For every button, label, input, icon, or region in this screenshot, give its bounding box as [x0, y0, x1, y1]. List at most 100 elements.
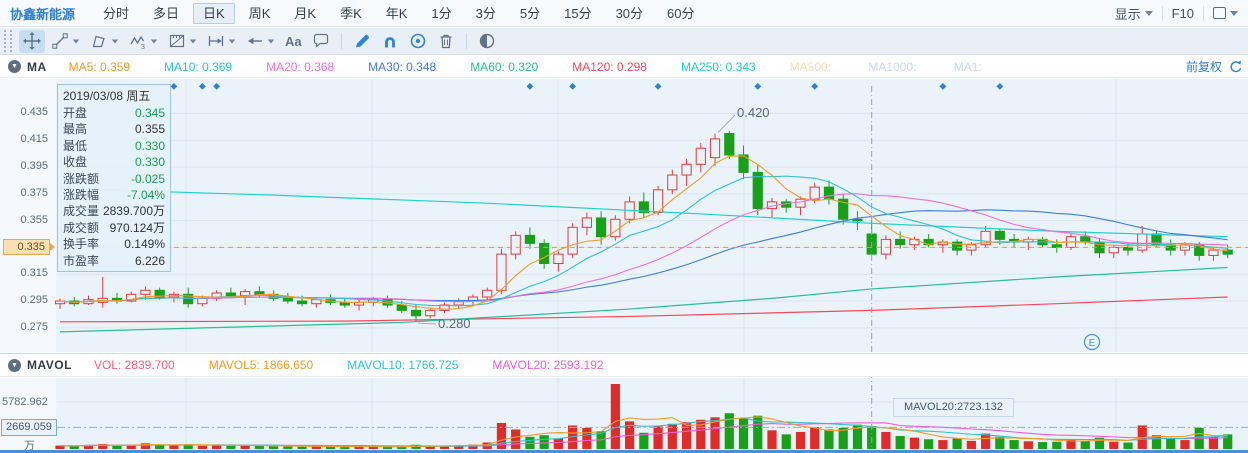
tab-月K[interactable]: 月K [294, 6, 317, 21]
ma-panel-label: MA [27, 59, 47, 74]
chevron-down-icon [267, 39, 275, 43]
tooltip-rows: 开盘 0.345 最高 0.355 最低 0.330 收盘 0.330 涨跌额 -0.025 涨跌幅… [63, 105, 165, 269]
tab-多日[interactable]: 多日 [153, 6, 180, 21]
tab-日K[interactable]: 日K [193, 3, 235, 24]
tab-周K[interactable]: 周K [248, 6, 271, 21]
stats-box-tool-button[interactable] [164, 30, 201, 53]
window-layout-button[interactable] [1213, 7, 1238, 19]
period-tab-bar: 协鑫新能源 分时 多日 日K 周K 月K 季K 年K 1分 3分 5分 15分 30分 60分 显示 F… [0, 0, 1248, 27]
f10-button[interactable]: F10 [1172, 6, 1194, 21]
tooltip-row-市盈率: 市盈率 6.226 [63, 253, 165, 269]
tab-3分[interactable]: 3分 [475, 6, 496, 21]
separator [1161, 5, 1163, 21]
toolbar-grip-handle[interactable] [4, 30, 12, 52]
tooltip-weekday: 周五 [126, 89, 151, 103]
tooltip-row-value: 6.226 [134, 253, 165, 268]
trash-tool-button[interactable] [433, 30, 459, 53]
polygon-tool-button[interactable] [86, 30, 123, 53]
tab-季K[interactable]: 季K [340, 6, 362, 21]
tooltip-date: 2019/03/08 [63, 89, 124, 103]
stock-name: 协鑫新能源 [10, 6, 76, 22]
tab-5分[interactable]: 5分 [519, 6, 541, 21]
volume-chart-panel[interactable] [0, 378, 1248, 450]
tooltip-row-换手率: 换手率 0.149% [63, 236, 165, 252]
arrow-left-tool-button[interactable] [242, 30, 279, 53]
ma-item-MA60: MA60: 0.320 [470, 59, 539, 74]
comment-icon [313, 33, 328, 48]
window-icon [1213, 7, 1226, 19]
pan-tool-button[interactable] [19, 29, 45, 53]
display-menu-button[interactable]: 显示 [1115, 4, 1153, 23]
tooltip-row-value: 970.124万 [109, 220, 165, 235]
chevron-down-icon [228, 39, 236, 43]
tab-年K[interactable]: 年K [385, 6, 408, 21]
price-axis-label-0.395: 0.395 [20, 160, 48, 173]
price-axis-label-0.415: 0.415 [20, 133, 48, 146]
topbar-right-controls: 显示 F10 [1115, 4, 1248, 23]
current-price-tag: 0.335 [3, 239, 55, 255]
volume-axis-top-label: 5782.962 [2, 396, 48, 408]
magnet-icon [384, 37, 395, 48]
tooltip-row-成交额: 成交额 970.124万 [63, 220, 165, 236]
svg-text:3: 3 [141, 44, 145, 50]
tab-15分[interactable]: 15分 [564, 6, 592, 21]
tab-30分[interactable]: 30分 [615, 6, 644, 21]
ohlc-tooltip: 2019/03/08 周五 开盘 0.345 最高 0.355 最低 0.330 收盘 0.3… [57, 84, 171, 273]
horizontal-scrollbar[interactable] [0, 450, 1248, 453]
tooltip-row-涨跌幅: 涨跌幅 -7.04% [63, 187, 165, 203]
trend-line-icon [52, 33, 68, 49]
tab-1分[interactable]: 1分 [431, 6, 452, 21]
arrow-left-icon [248, 37, 262, 45]
extend-line-icon [208, 36, 224, 46]
price-adjust-mode-button[interactable]: 前复权 [1185, 60, 1222, 74]
volume-unit-label: 万 [24, 440, 35, 452]
pencil-tool-button[interactable] [349, 30, 375, 53]
price-axis-label-0.435: 0.435 [20, 106, 48, 119]
tooltip-row-label: 市盈率 [63, 253, 100, 268]
trend-line-tool-button[interactable] [47, 30, 84, 53]
mavol-panel-label: MAVOL [27, 358, 72, 372]
wave-icon: 3 [130, 35, 145, 50]
trash-icon [440, 34, 452, 49]
main-price-chart-panel[interactable] [0, 79, 1248, 352]
tooltip-row-value: 0.355 [134, 122, 165, 137]
mavol-values: VOL: 2839.700 MAVOL5: 1866.650 MAVOL10: 17… [94, 358, 638, 372]
tooltip-row-成交量: 成交量 2839.700万 [63, 203, 165, 219]
contrast-tool-button[interactable] [474, 30, 500, 53]
drawing-toolbar: 3 Aa [0, 28, 1248, 55]
collapse-mavol-panel-button[interactable]: ▼ [8, 358, 21, 372]
tab-60分[interactable]: 60分 [667, 6, 695, 21]
price-axis-label-0.315: 0.315 [20, 267, 48, 280]
magnet-tool-button[interactable] [377, 30, 403, 53]
target-tool-button[interactable] [405, 30, 431, 53]
refresh-icon[interactable] [1228, 59, 1244, 78]
tooltip-row-label: 成交额 [63, 220, 100, 235]
mavol-item-VOL: VOL: 2839.700 [93, 358, 175, 372]
polygon-icon [92, 35, 105, 48]
tooltip-row-value: 0.345 [134, 106, 165, 120]
mavol-item-MAVOL10: MAVOL10: 1766.725 [347, 358, 459, 372]
chevron-down-icon [189, 39, 197, 43]
tooltip-row-value: 0.330 [134, 138, 165, 153]
tooltip-row-value: 2839.700万 [102, 204, 165, 219]
tooltip-row-收盘: 收盘 0.330 [63, 154, 165, 170]
chevron-down-icon [111, 39, 119, 43]
price-axis-label-0.295: 0.295 [20, 294, 48, 307]
collapse-ma-panel-button[interactable]: ▼ [8, 60, 21, 73]
separator [465, 33, 467, 49]
period-tabs: 分时 多日 日K 周K 月K 季K 年K 1分 3分 5分 15分 30分 60分 [91, 3, 707, 24]
wave-tool-button[interactable]: 3 [125, 30, 162, 53]
ma-item-MA500: MA500: [789, 59, 835, 74]
ma-item-MA250: MA250: 0.343 [680, 59, 756, 74]
comment-tool-button[interactable] [308, 30, 334, 53]
tooltip-row-value: 0.149% [124, 237, 165, 252]
chevron-down-icon [1144, 10, 1153, 16]
f10-label: F10 [1171, 5, 1194, 21]
text-tool-button[interactable]: Aa [281, 30, 306, 53]
stats-box-icon [169, 34, 185, 48]
extend-line-tool-button[interactable] [203, 30, 240, 53]
pencil-icon [355, 34, 369, 48]
display-menu-label: 显示 [1114, 6, 1141, 22]
tab-分时[interactable]: 分时 [103, 6, 130, 21]
ma-item-MA10: MA10: 0.369 [164, 59, 233, 74]
